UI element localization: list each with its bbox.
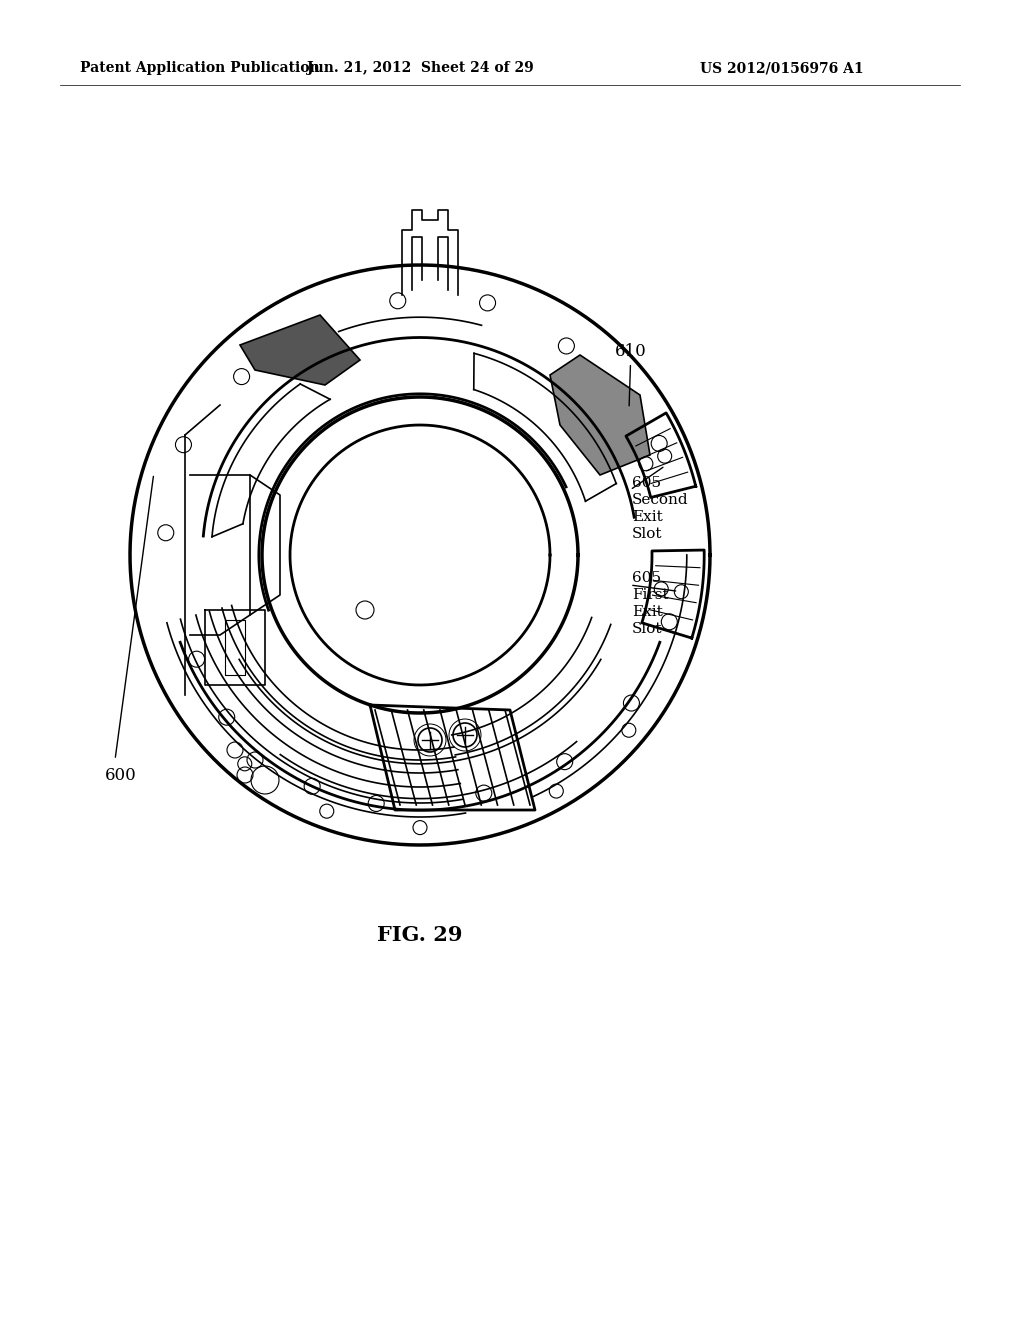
Polygon shape [550,355,650,475]
Text: Patent Application Publication: Patent Application Publication [80,61,319,75]
Polygon shape [240,315,360,385]
Text: Slot: Slot [632,527,663,541]
Text: Exit: Exit [632,605,663,619]
Text: Second: Second [632,492,688,507]
Text: FIG. 29: FIG. 29 [377,925,463,945]
Text: 610: 610 [615,343,647,405]
Text: US 2012/0156976 A1: US 2012/0156976 A1 [700,61,863,75]
Text: Exit: Exit [632,510,663,524]
Text: Slot: Slot [632,622,663,636]
Text: 600: 600 [105,767,137,784]
Text: Jun. 21, 2012  Sheet 24 of 29: Jun. 21, 2012 Sheet 24 of 29 [306,61,534,75]
Text: 605: 605 [632,477,662,490]
Text: 605: 605 [632,572,662,585]
Text: First: First [632,587,669,602]
